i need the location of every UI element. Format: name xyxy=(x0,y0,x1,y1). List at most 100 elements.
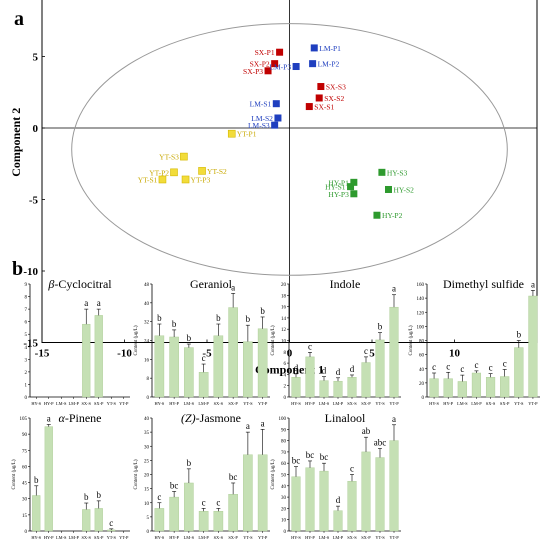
y-axis-title: Content (μg/L) xyxy=(134,325,139,355)
bar-hy-p xyxy=(169,496,179,532)
bar-sx-p xyxy=(94,508,103,532)
y-tick-label: 9 xyxy=(25,283,28,288)
point-label: YT-P2 xyxy=(149,168,169,177)
significance-letter: d xyxy=(350,364,355,374)
y-tick-label: 8 xyxy=(284,351,287,356)
bar-lm-p xyxy=(198,511,209,532)
chart-title-text: Geraniol xyxy=(190,277,233,291)
bar-lm-s xyxy=(319,470,329,532)
y-tick-label: 48 xyxy=(144,283,150,288)
y-tick-label: 60 xyxy=(22,465,28,470)
y-tick-label: 40 xyxy=(144,417,150,422)
significance-letter: a xyxy=(531,279,535,289)
y-axis-title: Content (μg/L) xyxy=(134,459,139,489)
point-label: SX-P1 xyxy=(255,48,275,57)
point-sx-s1 xyxy=(305,103,313,111)
y-tick-label: 0 xyxy=(284,396,287,401)
y-tick-label: 40 xyxy=(419,368,425,373)
y-tick-label: 80 xyxy=(419,340,425,345)
point-label: HY-S1 xyxy=(325,183,346,192)
bar-hy-p xyxy=(44,426,53,532)
x-tick-label: HY-P xyxy=(169,401,179,406)
x-tick-label: 0 xyxy=(287,348,293,360)
y-tick-label: 20 xyxy=(144,474,150,479)
y-tick-label: 5 xyxy=(25,333,28,338)
significance-letter: c xyxy=(364,346,368,356)
y-tick-label: 15 xyxy=(22,514,28,519)
y-tick-label: 14 xyxy=(281,317,287,322)
x-tick-label: -15 xyxy=(35,348,50,360)
point-label: LM-S1 xyxy=(250,100,272,109)
point-yt-p1 xyxy=(227,129,236,138)
y-tick-label: 20 xyxy=(281,283,287,288)
point-label: HY-P1 xyxy=(328,178,349,187)
chart-title-text: Linalool xyxy=(325,411,366,425)
bar-sx-p xyxy=(361,451,371,532)
significance-letter: c xyxy=(157,492,161,502)
point-lm-p2 xyxy=(309,60,317,68)
x-tick-label: SX-P xyxy=(361,401,371,406)
point-lm-s2 xyxy=(274,114,282,122)
x-tick-label: SX-P xyxy=(361,535,371,540)
chart-title: β-Cyclocitral xyxy=(47,277,112,291)
chart-title: Geraniol xyxy=(190,277,233,291)
significance-letter: c xyxy=(216,497,220,507)
bar-yt-s xyxy=(514,347,524,398)
bar-chart-geraniol: 0 8 16 24 32 40 48 Content (μg/L) Geraniol b HY-S b… xyxy=(134,277,270,406)
point-yt-p2 xyxy=(170,168,178,177)
y-tick-label: -15 xyxy=(23,338,38,350)
y-tick-label: 4 xyxy=(25,346,28,351)
bar-hy-s xyxy=(32,495,41,532)
significance-letter: a xyxy=(84,298,88,308)
bar-sx-s xyxy=(213,335,224,398)
point-sx-p2 xyxy=(271,60,279,68)
significance-letter: b xyxy=(187,458,192,468)
x-tick-label: HY-P xyxy=(169,535,179,540)
bar-hy-s xyxy=(154,335,165,398)
y-tick-label: 0 xyxy=(284,530,287,535)
point-yt-s3 xyxy=(180,152,188,161)
x-tick-label: YT-P xyxy=(258,535,268,540)
y-tick-label: 2 xyxy=(284,385,287,390)
y-tick-label: 50 xyxy=(281,474,287,479)
x-tick-label: SX-S xyxy=(214,401,224,406)
bar-hy-s xyxy=(429,378,439,398)
y-tick-label: -10 xyxy=(23,266,38,278)
point-yt-s2 xyxy=(198,167,206,175)
point-lm-s1 xyxy=(272,100,280,108)
bar-yt-s xyxy=(243,341,253,398)
bar-chart-cyclocitral: 0 1 2 3 4 5 6 7 8 9 β-Cyclocitral HY-S HY-P LM-S LM-P a… xyxy=(25,277,130,406)
point-label: HY-S2 xyxy=(394,185,415,194)
significance-letter: c xyxy=(503,358,507,368)
point-label: YT-P1 xyxy=(237,130,257,139)
y-tick-label: 30 xyxy=(281,496,287,501)
bar-yt-s xyxy=(375,457,385,532)
chart-title-prefix: α xyxy=(59,411,66,425)
bar-lm-p xyxy=(471,372,482,398)
x-tick-label: YT-P xyxy=(389,401,399,406)
y-axis-title: Content (μg/L) xyxy=(271,325,276,355)
bar-lm-s xyxy=(184,482,194,532)
chart-title: (Z)-Jasmone xyxy=(181,411,241,425)
y-tick-label: 105 xyxy=(20,417,28,422)
chart-title-prefix: (Z) xyxy=(181,411,196,425)
x-tick-label: SX-S xyxy=(214,535,224,540)
chart-title: Indole xyxy=(330,277,361,291)
y-tick-label: 70 xyxy=(281,451,287,456)
x-tick-label: 5 xyxy=(369,348,375,360)
x-tick-label: HY-P xyxy=(305,535,315,540)
bar-yt-s xyxy=(107,529,116,532)
point-label: LM-P1 xyxy=(319,44,341,53)
x-tick-label: YT-P xyxy=(119,535,129,540)
x-tick-label: LM-S xyxy=(184,535,195,540)
significance-letter: d xyxy=(322,366,327,376)
x-tick-label: YT-S xyxy=(107,401,117,406)
bar-lm-s xyxy=(184,347,194,398)
y-tick-label: 0 xyxy=(33,123,39,135)
chart-title-text: -Cyclocitral xyxy=(54,277,112,291)
significance-letter: c xyxy=(308,341,312,351)
significance-letter: b xyxy=(187,333,192,343)
significance-letter: c xyxy=(202,353,206,363)
point-lm-s3 xyxy=(271,121,279,129)
